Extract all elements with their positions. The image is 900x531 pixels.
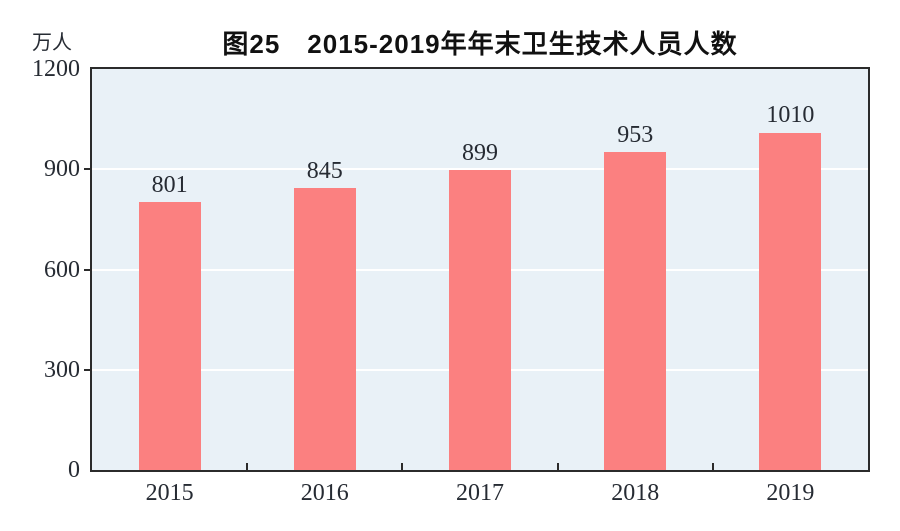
x-axis-tick-label: 2016 bbox=[300, 480, 349, 506]
y-axis-tick bbox=[84, 168, 90, 171]
y-axis-tick-label: 300 bbox=[44, 356, 80, 383]
x-axis-tick-label: 2015 bbox=[145, 480, 194, 506]
x-axis-tick bbox=[711, 463, 714, 470]
bar-value-label: 953 bbox=[617, 121, 654, 148]
x-axis-tick-label: 2019 bbox=[766, 480, 815, 506]
plot-area: 801 845 899 953 1010 bbox=[90, 67, 870, 472]
bar bbox=[759, 132, 822, 470]
bar bbox=[449, 169, 511, 470]
bar-value-label: 801 bbox=[151, 172, 188, 199]
y-axis-tick-label: 600 bbox=[44, 256, 80, 283]
bar bbox=[138, 202, 201, 470]
y-axis-tick-label: 1200 bbox=[32, 56, 80, 82]
y-axis-tick-label: 900 bbox=[44, 156, 80, 183]
x-axis-tick bbox=[401, 463, 404, 470]
x-axis-tick-label: 2017 bbox=[456, 480, 504, 506]
bar-value-label: 845 bbox=[306, 157, 343, 184]
gridline bbox=[92, 168, 868, 171]
bar bbox=[293, 187, 356, 470]
x-axis-tick bbox=[556, 463, 559, 470]
x-axis-tick bbox=[246, 463, 249, 470]
bar-value-label: 899 bbox=[462, 139, 498, 166]
bar-value-label: 1010 bbox=[766, 102, 815, 129]
bar bbox=[604, 151, 667, 470]
y-axis-tick bbox=[84, 268, 90, 271]
x-axis-tick-label: 2018 bbox=[611, 480, 660, 506]
chart-title: 图25 2015-2019年年末卫生技术人员人数 bbox=[222, 29, 738, 59]
y-axis-unit-label: 万人 bbox=[32, 32, 72, 54]
y-axis-tick-label: 0 bbox=[68, 457, 80, 483]
y-axis-tick bbox=[84, 368, 90, 371]
